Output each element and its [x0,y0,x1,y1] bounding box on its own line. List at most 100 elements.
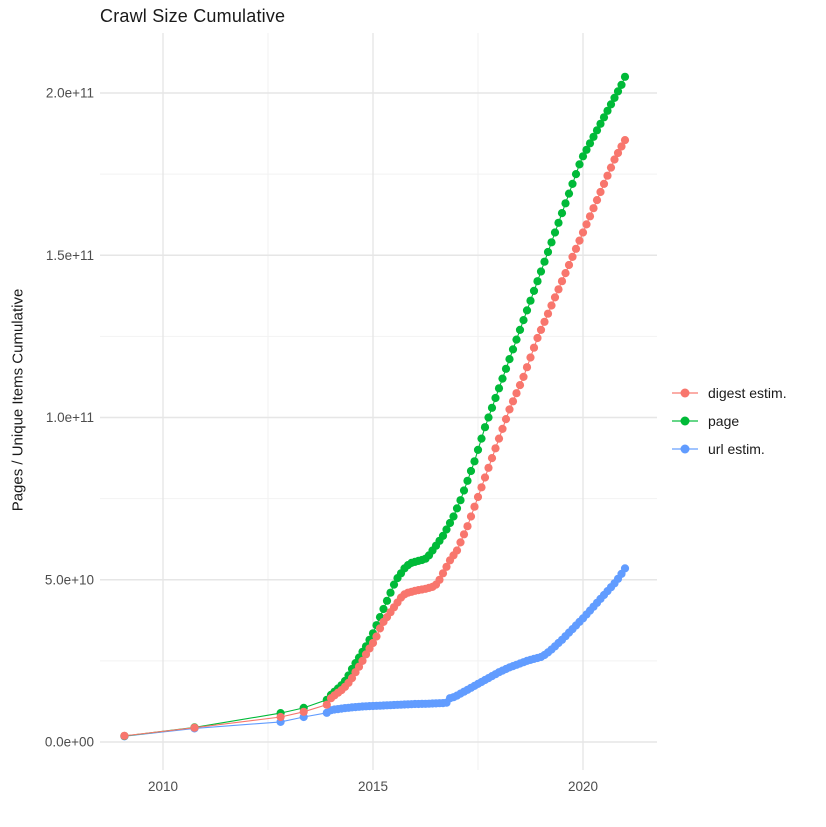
data-point-digest-estim [617,142,626,151]
data-point-digest-estim [610,155,619,164]
legend-key-digest-icon [672,387,698,399]
data-point-digest-estim [375,624,385,633]
legend-key-page-icon [672,415,698,427]
data-point-digest-estim [547,301,556,310]
data-point-page [550,228,560,237]
data-point-digest-estim [515,381,525,390]
data-point-digest-estim [190,723,199,732]
y-tick-label: 2.0e+11 [46,86,94,101]
data-point-digest-estim [554,285,563,294]
data-point-page [508,345,518,354]
data-point-digest-estim [347,674,357,683]
data-point-page [571,170,581,179]
data-point-page [592,126,602,135]
data-point-page [564,189,574,198]
data-point-page [599,113,609,122]
data-point-page [554,218,563,227]
data-point-digest-estim [466,512,476,521]
data-point-digest-estim [508,397,518,406]
data-point-digest-estim [477,483,486,492]
data-point-page [613,87,623,96]
data-point-digest-estim [501,415,511,424]
data-point-page [466,466,476,476]
data-point-digest-estim [480,473,490,482]
data-point-page [480,423,490,432]
data-point-page [515,325,525,334]
y-tick-label: 0.0e+00 [45,735,94,750]
legend-key-url-icon [672,443,698,455]
data-point-page [498,374,507,383]
data-point-digest-estim [571,244,581,253]
data-point-page [473,445,483,454]
data-point-digest-estim [512,389,521,398]
data-point-digest-estim [540,317,549,326]
data-point-digest-estim [299,707,308,716]
data-point-digest-estim [529,343,539,352]
data-point-digest-estim [592,196,602,205]
data-point-digest-estim [456,538,465,547]
data-point-digest-estim [442,562,451,571]
data-point-digest-estim [463,522,472,531]
data-point-page [536,267,546,276]
data-point-page [620,72,630,81]
data-point-digest-estim [368,638,378,648]
data-point-page [582,145,591,154]
data-point-digest-estim [435,575,444,584]
data-point-digest-estim [519,372,528,381]
y-tick-label: 1.5e+11 [46,248,94,263]
data-point-digest-estim [522,363,532,372]
data-point-page [540,257,549,266]
data-point-page [522,306,532,315]
y-tick-label: 1.0e+11 [46,410,94,425]
data-point-digest-estim [575,236,584,245]
data-point-page [452,504,462,513]
data-point-digest-estim [358,656,367,666]
data-point-digest-estim [372,632,381,641]
data-point-digest-estim [470,502,479,511]
data-point-page [379,604,388,614]
data-point-page [491,393,500,403]
data-point-digest-estim [533,333,542,343]
data-point-page [449,512,458,521]
data-point-digest-estim [322,700,331,709]
data-point-digest-estim [276,712,285,722]
data-point-page [445,518,455,528]
legend-item-url-estim: url estim. [672,435,787,463]
data-point-digest-estim [585,212,595,221]
chart-title: Crawl Size Cumulative [100,6,286,26]
data-point-page [561,199,570,208]
data-point-page [512,335,521,344]
legend-item-digest-estim: digest estim. [672,379,787,407]
data-point-page [519,316,528,325]
data-point-page [603,106,612,115]
data-point-page [585,139,595,148]
x-tick-label: 2010 [148,779,178,794]
data-point-page [575,160,584,169]
legend-label-url: url estim. [708,441,765,457]
data-point-page [463,476,472,485]
data-point-digest-estim [438,569,448,578]
data-point-page [389,580,399,589]
data-point-digest-estim [613,148,623,158]
data-point-page [617,80,626,89]
data-point-page [606,100,616,109]
data-point-digest-estim [473,492,483,502]
data-point-digest-estim [568,252,577,261]
data-point-digest-estim [361,650,371,659]
data-point-digest-estim [487,454,497,463]
data-point-page [526,296,535,305]
data-point-digest-estim [606,163,616,172]
y-tick-label: 5.0e+10 [45,572,94,587]
legend-label-page: page [708,413,740,429]
data-point-page [610,93,619,102]
data-point-digest-estim [505,405,514,414]
data-point-digest-estim [596,187,605,197]
data-point-page [487,403,497,412]
data-point-page [442,525,451,534]
data-point-digest-estim [603,171,612,180]
data-point-page [596,119,605,128]
data-point-digest-estim [550,293,560,302]
data-point-digest-estim [557,277,567,286]
data-point-digest-estim [620,136,630,145]
